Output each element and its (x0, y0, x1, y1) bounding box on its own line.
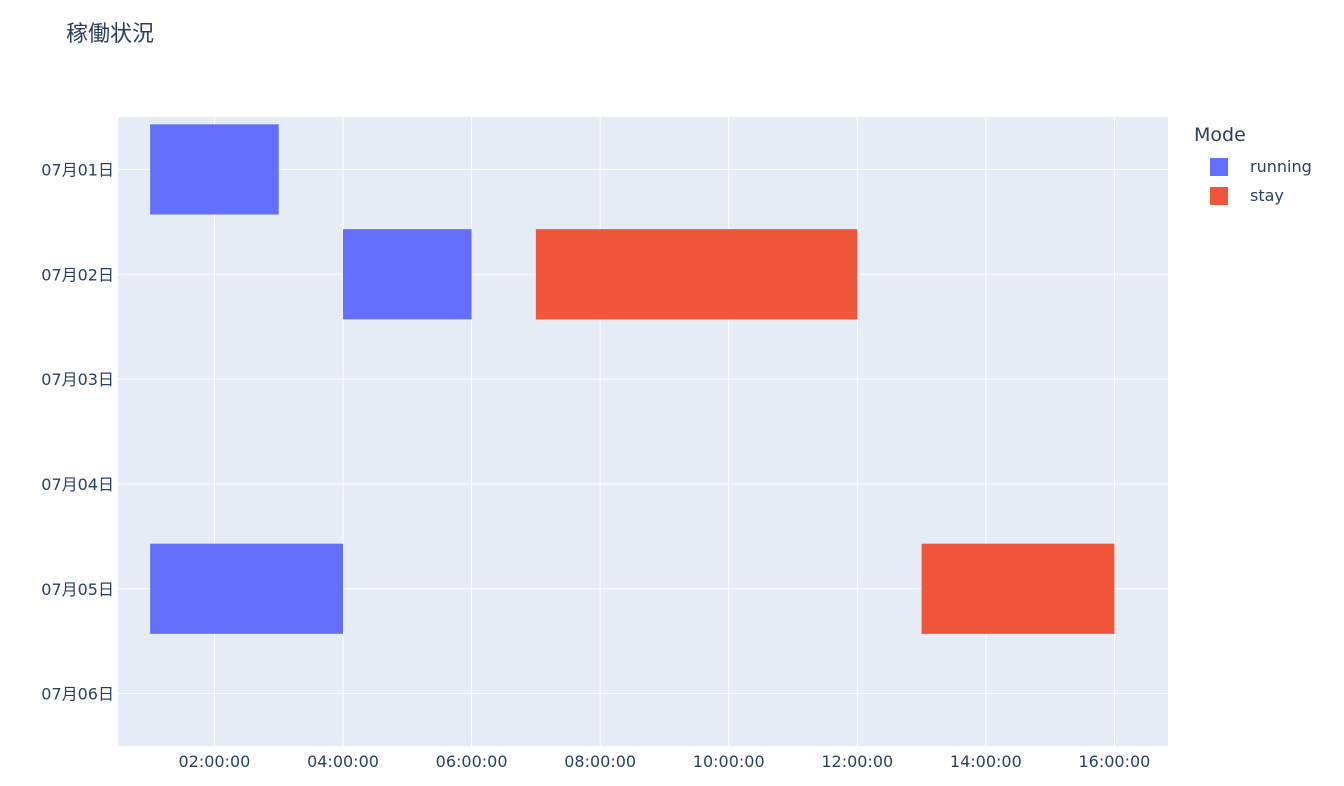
x-tick-label: 12:00:00 (821, 752, 893, 771)
x-tick-label: 08:00:00 (564, 752, 636, 771)
bar-running[interactable] (150, 124, 279, 215)
bars (150, 124, 1115, 634)
y-tick-label: 07月05日 (41, 580, 114, 599)
x-tick-label: 14:00:00 (950, 752, 1022, 771)
chart-title: 稼働状況 (66, 22, 155, 47)
y-tick-label: 07月03日 (41, 370, 114, 389)
y-tick-label: 07月01日 (41, 160, 114, 179)
bar-stay[interactable] (921, 543, 1115, 634)
legend: Mode running stay (1194, 124, 1312, 210)
bar-stay[interactable] (535, 229, 858, 320)
tick-labels: 07月01日 07月02日 07月03日 07月04日 07月05日 07月06日 02:0… (41, 160, 1150, 771)
y-tick-label: 07月04日 (41, 475, 114, 494)
y-tick-label: 07月06日 (41, 685, 114, 704)
legend-item-stay[interactable]: stay (1194, 181, 1312, 210)
x-tick-label: 06:00:00 (436, 752, 508, 771)
bar-running[interactable] (343, 229, 472, 320)
bar-running[interactable] (150, 543, 343, 634)
legend-label: running (1250, 157, 1312, 176)
plot-background (118, 117, 1168, 746)
x-tick-label: 10:00:00 (693, 752, 765, 771)
legend-swatch (1210, 157, 1228, 176)
x-tick-label: 04:00:00 (307, 752, 379, 771)
y-tick-label: 07月02日 (41, 265, 114, 284)
legend-item-running[interactable]: running (1194, 152, 1312, 181)
x-tick-label: 02:00:00 (178, 752, 250, 771)
legend-label: stay (1250, 186, 1284, 205)
x-tick-label: 16:00:00 (1078, 752, 1150, 771)
legend-title: Mode (1194, 124, 1246, 146)
legend-swatch (1210, 186, 1228, 205)
